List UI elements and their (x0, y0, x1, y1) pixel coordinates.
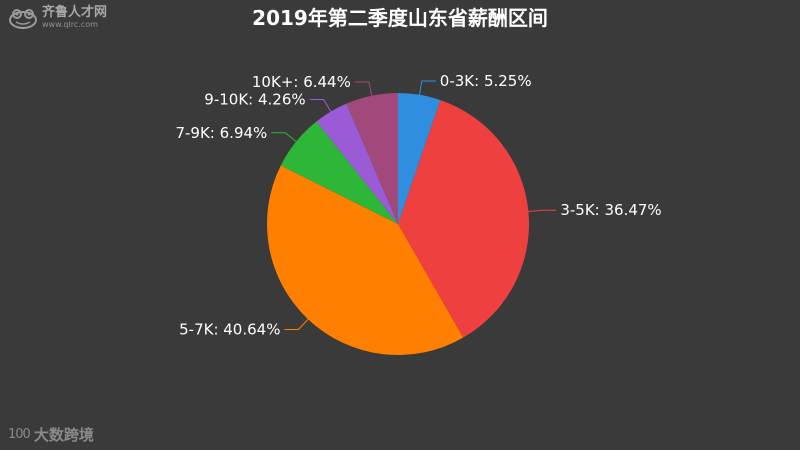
qlrc-logo: 齐鲁人才网 www.qlrc.com (8, 6, 107, 29)
leader-line (271, 132, 297, 142)
pie-slice-0-3k (398, 93, 441, 224)
slice-label: 7-9K: 6.94% (175, 124, 267, 142)
watermark-site-name: 齐鲁人才网 (42, 5, 108, 20)
logo-name: 大数跨境 (33, 426, 94, 444)
slice-label: 10K+: 6.44% (252, 73, 351, 91)
leader-line (419, 80, 436, 95)
frog-logo-icon (9, 8, 37, 29)
leader-line (309, 99, 332, 112)
slice-label: 3-5K: 36.47% (560, 201, 661, 219)
pie-slice-10k- (346, 93, 398, 224)
pie-slice-9-10k (316, 103, 398, 224)
pie-slice-5-7k (267, 165, 464, 355)
dashujujing-logo: 100 大数跨境 (8, 424, 94, 445)
slice-label: 0-3K: 5.25% (440, 72, 532, 90)
watermark-site-url: www.qlrc.com (42, 20, 98, 29)
leader-line (354, 81, 373, 96)
slice-label: 9-10K: 4.26% (204, 91, 305, 109)
leader-line (284, 318, 309, 330)
pie-slice-7-9k (280, 121, 398, 224)
slice-label: 5-7K: 40.64% (179, 320, 280, 338)
chart-title: 2019年第二季度山东省薪酬区间 (252, 6, 548, 30)
logo-mark: 100 (8, 427, 31, 442)
pie-slice-3-5k (398, 100, 529, 338)
leader-line (528, 209, 557, 213)
